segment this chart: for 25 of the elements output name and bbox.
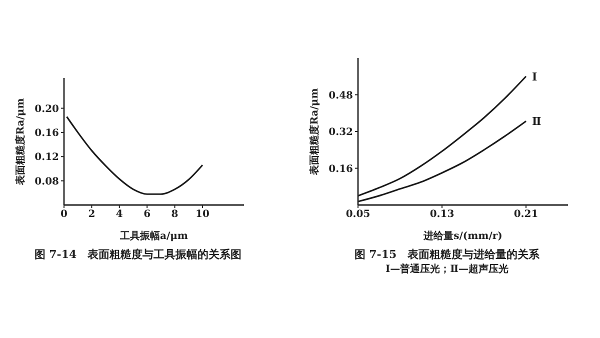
y-axis-title: 表面粗糙度Ra/μm xyxy=(14,98,27,186)
x-tick-label: 4 xyxy=(116,209,123,220)
y-tick-label: 0.16 xyxy=(34,128,60,139)
y-tick-label: 0.32 xyxy=(328,127,354,138)
x-axis-title: 进给量s/(mm/r) xyxy=(422,230,502,242)
x-axis-title: 工具振幅a/μm xyxy=(118,230,188,242)
series-label: Ⅰ xyxy=(532,70,538,84)
y-axis-title: 表面粗糙度Ra/μm xyxy=(308,88,321,176)
x-tick-label: 6 xyxy=(144,209,151,220)
series-label: Ⅱ xyxy=(532,115,542,128)
text: Ⅰ—普通压光；Ⅱ—超声压光 xyxy=(384,262,510,276)
y-tick-label: 0.12 xyxy=(34,152,60,164)
y-tick-label: 0.08 xyxy=(34,176,60,188)
y-tick-label: 0.20 xyxy=(34,104,60,115)
x-tick-label: 8 xyxy=(171,209,178,220)
x-tick-label: 0.13 xyxy=(430,209,454,220)
x-tick-label: 0 xyxy=(60,209,68,220)
x-tick-label: 10 xyxy=(196,209,210,220)
y-tick-label: 0.16 xyxy=(328,164,354,175)
x-tick-label: 0.05 xyxy=(346,209,370,220)
y-tick-label: 0.48 xyxy=(328,90,354,102)
x-tick-label: 2 xyxy=(88,209,96,220)
text: 图 7-15 表面粗糙度与进给量的关系 xyxy=(353,247,541,262)
x-tick-label: 0.21 xyxy=(514,209,538,220)
text: 图 7-14 表面粗糙度与工具振幅的关系图 xyxy=(33,247,243,262)
